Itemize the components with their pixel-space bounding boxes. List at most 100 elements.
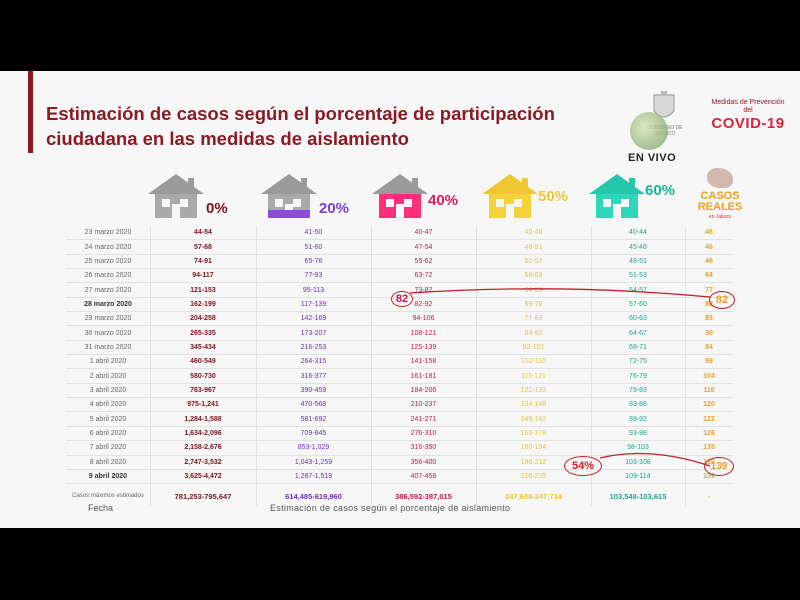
cell-casos-reales: 64: [685, 268, 733, 284]
cell-estimate: 149-162: [476, 411, 591, 427]
cell-estimate: 92-101: [476, 340, 591, 356]
cell-estimate: 55-62: [371, 254, 476, 270]
cell-estimate: 54-57: [591, 282, 685, 298]
slide-title: Estimación de casos según el porcentaje …: [46, 103, 555, 149]
table-row: 4 abril 2020 975-1,241 470-568 210-237 134-1…: [66, 397, 733, 413]
medidas-logo-text: Medidas de Prevención del: [711, 99, 785, 114]
cell-estimate: 51-53: [591, 268, 685, 284]
cell-estimate: 2,747-3,532: [150, 455, 256, 470]
scenario-pct: 20%: [319, 200, 350, 217]
row-date: 30 marzo 2020: [66, 325, 150, 341]
cell-estimate: 581-692: [256, 411, 371, 427]
covid-logo-text: COVID-19: [711, 115, 785, 132]
cell-estimate: 184-206: [371, 383, 476, 399]
cell-estimate: 141-158: [371, 354, 476, 370]
cell-casos-reales: 46: [685, 226, 733, 241]
cell-estimate: 276-310: [371, 426, 476, 442]
scenario-pct: 40%: [428, 192, 459, 209]
cell-estimate: 63-72: [371, 268, 476, 284]
table-row: 23 marzo 2020 44-54 41-50 40-47 40-46 40-44 46: [66, 226, 733, 241]
scenario-header-60: 60%: [587, 172, 677, 222]
cell-estimate: 117-139: [256, 297, 371, 313]
cell-estimate: 204-258: [150, 311, 256, 327]
cell-estimate: 264-315: [256, 354, 371, 370]
cell-estimate: 77-93: [256, 268, 371, 284]
cell-estimate: 52-57: [476, 254, 591, 270]
cell-estimate: 121-153: [150, 282, 256, 298]
cell-estimate: 1,634-2,096: [150, 426, 256, 442]
cell-estimate: 162-199: [150, 297, 256, 313]
cell-estimate: 84-92: [476, 325, 591, 341]
max-cell: 103,548-103,615: [609, 491, 667, 501]
cell-casos-reales: 122: [685, 411, 733, 427]
cell-estimate: 709-845: [256, 426, 371, 442]
row-date: 24 marzo 2020: [66, 239, 150, 255]
cell-estimate: 64-67: [591, 325, 685, 341]
cell-estimate: 122-133: [476, 383, 591, 399]
cell-estimate: 93-98: [591, 426, 685, 442]
table-row: 29 marzo 2020 204-258 142-169 94-106 77-83 60…: [66, 311, 733, 327]
cell-estimate: 57-68: [150, 239, 256, 255]
house-icon: [372, 174, 428, 218]
table-row: 30 marzo 2020 265-335 173-207 108-121 84-92 6…: [66, 325, 733, 341]
max-cell: 781,253-795,647: [174, 491, 232, 501]
cell-estimate: 3,625-4,472: [150, 469, 256, 485]
table-row: 8 abril 2020 2,747-3,532 1,043-1,259 356-40…: [66, 455, 733, 470]
casos-reales-sublabel: en Jalisco: [708, 214, 732, 220]
cell-estimate: 161-181: [371, 368, 476, 384]
live-logo-icon: [630, 112, 668, 150]
casos-reales-label: CASOS REALES: [697, 190, 743, 213]
cell-estimate: 77-83: [476, 311, 591, 327]
jalisco-seal-icon: [653, 91, 675, 118]
footer-estimacion-label: Estimación de casos según el porcentaje …: [270, 503, 511, 513]
cell-estimate: 40-47: [371, 226, 476, 241]
cell-estimate: 2,158-2,676: [150, 440, 256, 456]
cell-estimate: 103-108: [591, 455, 685, 470]
cell-estimate: 79-83: [591, 383, 685, 399]
cell-estimate: 111-121: [476, 368, 591, 384]
row-date: 4 abril 2020: [66, 397, 150, 413]
cell-estimate: 241-271: [371, 411, 476, 427]
cell-estimate: 1,287-1,519: [256, 469, 371, 485]
cell-estimate: 40-46: [476, 226, 591, 241]
cell-estimate: 210-237: [371, 397, 476, 413]
scenario-header-0: 0%: [146, 172, 236, 222]
cell-estimate: 316-350: [371, 440, 476, 456]
max-cell: -: [707, 491, 711, 501]
cell-estimate: 1,043-1,259: [256, 455, 371, 470]
cell-estimate: 65-76: [256, 254, 371, 270]
table-row: 31 marzo 2020 345-434 216-253 125-139 92-101…: [66, 340, 733, 356]
house-icon: [261, 174, 317, 218]
cell-estimate: 1,284-1,588: [150, 411, 256, 427]
row-date: 27 marzo 2020: [66, 282, 150, 298]
row-date: 31 marzo 2020: [66, 340, 150, 356]
cell-estimate: 73-82: [371, 282, 476, 298]
live-badge: EN VIVO: [628, 152, 677, 164]
house-icon: [482, 174, 538, 218]
row-date: 29 marzo 2020: [66, 311, 150, 327]
cell-casos-reales: 104: [685, 368, 733, 384]
cell-estimate: 95-113: [256, 282, 371, 298]
cell-estimate: 265-335: [150, 325, 256, 341]
cell-estimate: 196-212: [476, 455, 591, 470]
table-row: 1 abril 2020 460-549 264-315 141-158 102-110…: [66, 354, 733, 370]
footer-fecha-label: Fecha: [88, 503, 114, 513]
row-date: 1 abril 2020: [66, 354, 150, 370]
row-date: 7 abril 2020: [66, 440, 150, 456]
annotation-circle-82-left: 82: [391, 291, 413, 307]
row-date: 28 marzo 2020: [66, 297, 150, 313]
cell-estimate: 763-967: [150, 383, 256, 399]
cell-estimate: 41-50: [256, 226, 371, 241]
table-row: 24 marzo 2020 57-68 51-60 47-54 46-51 45-48 46: [66, 239, 733, 255]
cell-estimate: 76-79: [591, 368, 685, 384]
table-row: 25 marzo 2020 74-91 65-76 55-62 52-57 48-51 46: [66, 254, 733, 270]
house-icon: [148, 174, 204, 218]
table-row: 5 abril 2020 1,284-1,588 581-692 241-271 149…: [66, 411, 733, 427]
cell-estimate: 44-54: [150, 226, 256, 241]
cell-estimate: 47-54: [371, 239, 476, 255]
cell-estimate: 853-1,029: [256, 440, 371, 456]
scenario-header-40: 40%: [370, 172, 460, 222]
table-row: 9 abril 2020 3,625-4,472 1,287-1,519 407-45…: [66, 469, 733, 485]
cell-casos-reales: 83: [685, 311, 733, 327]
cell-estimate: 216-235: [476, 469, 591, 485]
